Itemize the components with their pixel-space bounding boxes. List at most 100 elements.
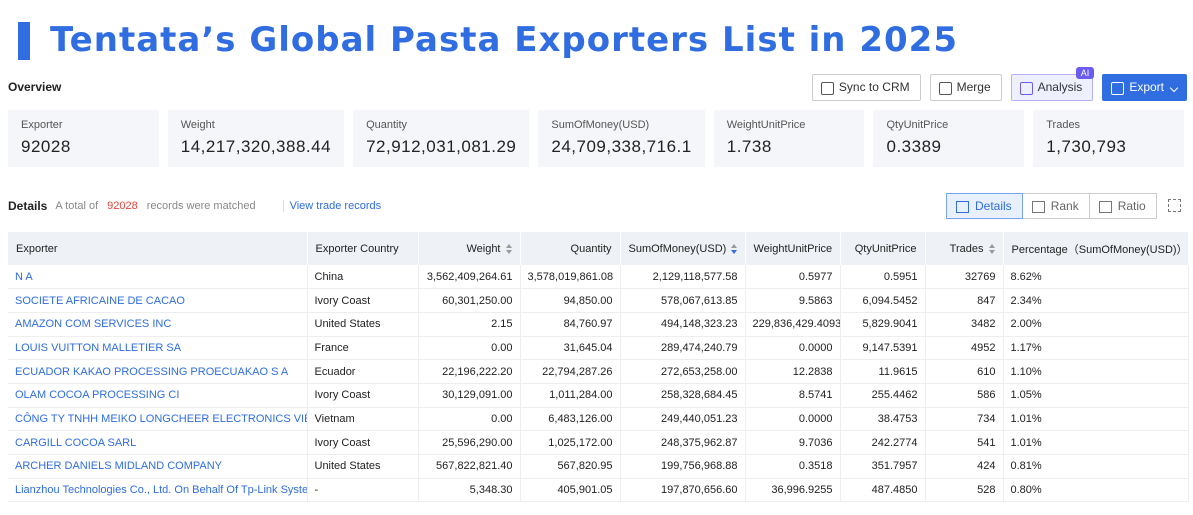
table-cell: 60,301,250.00 bbox=[418, 288, 521, 313]
table-cell: 5,348.30 bbox=[418, 478, 521, 503]
stat-card: Weight 14,217,320,388.44 bbox=[167, 110, 345, 167]
table-cell: 1.17% bbox=[1003, 336, 1189, 361]
stat-value: 0.3389 bbox=[886, 137, 942, 156]
expand-icon[interactable] bbox=[1168, 199, 1181, 212]
toolbar-button[interactable]: Sync to CRM bbox=[811, 74, 921, 101]
total-count: 92028 bbox=[107, 200, 138, 212]
table-cell: 0.0000 bbox=[745, 407, 841, 432]
stat-value: 24,709,338,716.1 bbox=[551, 137, 692, 156]
column-title: WeightUnitPrice bbox=[753, 242, 833, 255]
table-row: Lianzhou Technologies Co., Ltd. On Behal… bbox=[8, 478, 1189, 503]
table-cell: 36,996.9255 bbox=[745, 478, 841, 503]
exporter-link[interactable]: SOCIETE AFRICAINE DE CACAO bbox=[8, 288, 308, 313]
table-cell: 8.5741 bbox=[745, 383, 841, 408]
table-cell: 1,025,172.00 bbox=[520, 430, 621, 455]
column-header: Exporter Country bbox=[307, 232, 419, 265]
exporter-link[interactable]: CÔNG TY TNHH MEIKO LONGCHEER ELECTRONICS… bbox=[8, 407, 308, 432]
view-tab[interactable]: Rank bbox=[1021, 193, 1090, 219]
column-header: Percentage（SumOfMoney(USD)） bbox=[1003, 232, 1189, 265]
table-cell: 487.4850 bbox=[840, 478, 926, 503]
exporter-link[interactable]: AMAZON COM SERVICES INC bbox=[8, 312, 308, 337]
table-cell: 494,148,323.23 bbox=[620, 312, 746, 337]
stat-card: SumOfMoney(USD) 24,709,338,716.1 bbox=[538, 110, 705, 167]
table-cell: 0.5951 bbox=[840, 265, 926, 290]
table-cell: 847 bbox=[925, 288, 1004, 313]
table-cell: 0.0000 bbox=[745, 336, 841, 361]
exporter-link[interactable]: Lianzhou Technologies Co., Ltd. On Behal… bbox=[8, 478, 308, 503]
column-title: SumOfMoney(USD) bbox=[628, 242, 727, 255]
stat-value: 92028 bbox=[21, 137, 71, 156]
stat-label: WeightUnitPrice bbox=[726, 119, 806, 131]
table-cell: 734 bbox=[925, 407, 1004, 432]
table-cell: 1,011,284.00 bbox=[520, 383, 621, 408]
table-cell: 351.7957 bbox=[840, 454, 926, 479]
stat-card: WeightUnitPrice 1.738 bbox=[713, 110, 865, 167]
toolbar-button[interactable]: Export bbox=[1102, 74, 1187, 101]
table-cell: 258,328,684.45 bbox=[620, 383, 746, 408]
table-cell: Ivory Coast bbox=[307, 288, 419, 313]
table-cell: Ecuador bbox=[307, 359, 419, 384]
exporter-link[interactable]: ARCHER DANIELS MIDLAND COMPANY bbox=[8, 454, 308, 479]
table-cell: 199,756,968.88 bbox=[620, 454, 746, 479]
column-header[interactable]: Trades bbox=[925, 232, 1004, 265]
table-cell: 4952 bbox=[925, 336, 1004, 361]
table-cell: 0.81% bbox=[1003, 454, 1189, 479]
table-row: SOCIETE AFRICAINE DE CACAO Ivory Coast 60,… bbox=[8, 288, 1189, 313]
column-header[interactable]: SumOfMoney(USD) bbox=[620, 232, 746, 265]
table-row: CÔNG TY TNHH MEIKO LONGCHEER ELECTRONICS… bbox=[8, 407, 1189, 432]
table-cell: 38.4753 bbox=[840, 407, 926, 432]
sort-icon[interactable] bbox=[731, 243, 738, 254]
table-cell: China bbox=[307, 265, 419, 290]
table-cell: 0.5977 bbox=[745, 265, 841, 290]
sort-icon[interactable] bbox=[505, 243, 512, 254]
table-row: CARGILL COCOA SARL Ivory Coast 25,596,290.… bbox=[8, 430, 1189, 455]
table-cell: 6,483,126.00 bbox=[520, 407, 621, 432]
column-title: QtyUnitPrice bbox=[854, 242, 917, 255]
table-row: AMAZON COM SERVICES INC United States 2.15… bbox=[8, 312, 1189, 337]
table-cell: 2.15 bbox=[418, 312, 521, 337]
details-label: Details bbox=[8, 199, 48, 213]
stat-label: Exporter bbox=[21, 119, 63, 131]
table-cell: 1.05% bbox=[1003, 383, 1189, 408]
column-title: Exporter Country bbox=[315, 242, 399, 255]
table-cell: 405,901.05 bbox=[520, 478, 621, 503]
table-cell: 272,653,258.00 bbox=[620, 359, 746, 384]
view-tabs: Details Rank Ratio bbox=[946, 193, 1157, 219]
table-cell: United States bbox=[307, 454, 419, 479]
column-header[interactable]: Weight bbox=[418, 232, 521, 265]
table-cell: 248,375,962.87 bbox=[620, 430, 746, 455]
exporter-link[interactable]: N A bbox=[8, 265, 308, 290]
title-accent bbox=[18, 22, 30, 60]
table-row: OLAM COCOA PROCESSING CI Ivory Coast 30,12… bbox=[8, 383, 1189, 408]
exporters-table: Exporter Exporter Country Weight Quantity Su… bbox=[8, 232, 1189, 503]
stat-card: Exporter 92028 bbox=[8, 110, 159, 167]
toolbar-button[interactable]: Analysis AI bbox=[1010, 67, 1095, 101]
sort-icon[interactable] bbox=[988, 243, 995, 254]
stat-value: 1.738 bbox=[726, 137, 772, 156]
view-tab[interactable]: Details bbox=[946, 193, 1023, 219]
exporter-link[interactable]: OLAM COCOA PROCESSING CI bbox=[8, 383, 308, 408]
stat-card: QtyUnitPrice 0.3389 bbox=[873, 110, 1025, 167]
table-cell: 84,760.97 bbox=[520, 312, 621, 337]
stat-label: Trades bbox=[1046, 119, 1081, 131]
exporter-link[interactable]: LOUIS VUITTON MALLETIER SA bbox=[8, 336, 308, 361]
table-cell: 31,645.04 bbox=[520, 336, 621, 361]
table-cell: 578,067,613.85 bbox=[620, 288, 746, 313]
view-tab[interactable]: Ratio bbox=[1088, 193, 1157, 219]
table-cell: 567,822,821.40 bbox=[418, 454, 521, 479]
table-cell: 9,147.5391 bbox=[840, 336, 926, 361]
view-trade-records[interactable]: View trade records bbox=[282, 200, 381, 212]
exporter-link[interactable]: ECUADOR KAKAO PROCESSING PROECUAKAO S A bbox=[8, 359, 308, 384]
overview-label: Overview bbox=[8, 80, 62, 94]
table-cell: 11.9615 bbox=[840, 359, 926, 384]
toolbar-button[interactable]: Merge bbox=[929, 74, 1002, 101]
column-title: Trades bbox=[949, 242, 984, 255]
table-cell: Ivory Coast bbox=[307, 430, 419, 455]
table-cell: France bbox=[307, 336, 419, 361]
column-header: QtyUnitPrice bbox=[840, 232, 926, 265]
table-cell: 6,094.5452 bbox=[840, 288, 926, 313]
table-cell: United States bbox=[307, 312, 419, 337]
exporter-link[interactable]: CARGILL COCOA SARL bbox=[8, 430, 308, 455]
